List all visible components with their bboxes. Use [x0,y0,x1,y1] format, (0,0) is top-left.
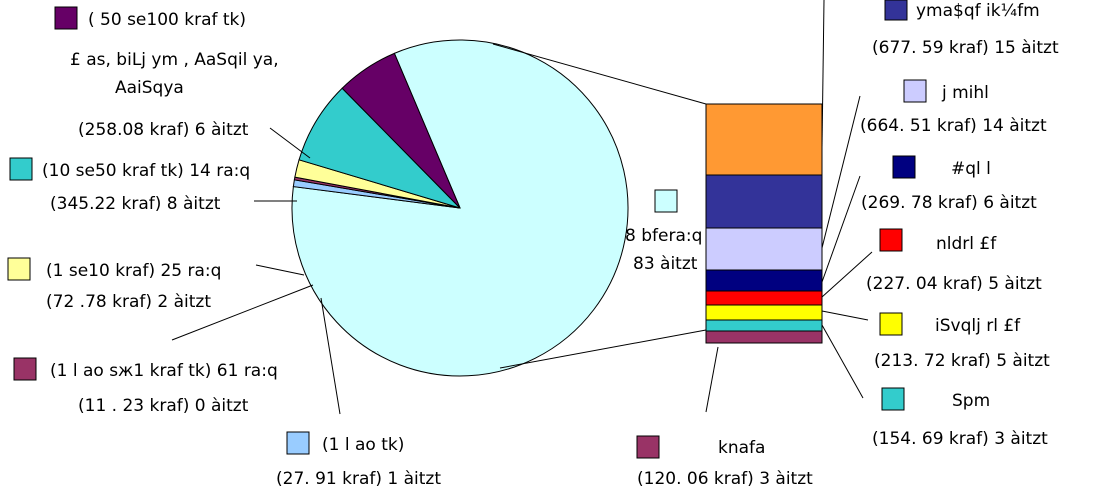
legend-label-10-50: (10 sе50 krаf tk) 14 ra:q [42,161,250,181]
value-label-1-10: (72 .78 krаf) 2 àitzt [46,292,211,312]
bar-segment-6 [705,319,823,332]
value-label-big-slice: 83 àitzt [633,254,698,274]
leader-line-2 [255,264,305,276]
legend-label-bar-4: nldrl £f [936,234,997,254]
leader-line-11 [705,346,719,413]
connector-lines [492,43,707,369]
bar-stack [705,103,823,344]
value-label-1lakh-1: (11 . 23 krаf) 0 àitzt [78,396,249,416]
legend-label-50-100: ( 50 sе100 krаf tk) [88,10,246,30]
legend-swatch-bar-7 [636,435,660,459]
legend-label-bar-3: #ql l [951,159,991,179]
legend-label-big-slice: 8 bfеra:q [625,226,702,246]
value-label-bar-6: (154. 69 krаf) 3 àitzt [872,429,1048,449]
connector-bottom [499,329,707,369]
legend-swatch-bar-2 [903,79,927,103]
value-label-bar-4: (227. 04 krаf) 5 àitzt [866,274,1042,294]
value-label-50-100: (258.08 krаf) 6 àitzt [78,120,249,140]
bar-segment-0 [705,103,823,176]
bar-segment-3 [705,269,823,292]
value-label-10-50: (345.22 krаf) 8 àitzt [50,194,221,214]
leader-line-9 [821,310,869,321]
leader-line-10 [821,324,864,399]
leader-lines [171,0,873,415]
legend-label-1lakh-1: (1 l ao sж1 krаf tk) 61 ra:q [50,361,278,381]
legend-label-1-10: (1 sе10 krаf) 25 ra:q [46,261,221,281]
bar-segment-1 [705,174,823,229]
leader-line-7 [821,175,861,283]
legend-swatch-10-50 [9,157,33,181]
leader-line-8 [821,251,873,298]
pie-slice-0 [341,52,461,209]
bar-segment-2 [705,227,823,271]
legend-label-bar-1: ymа$qf ik¼fm [916,1,1040,21]
legend-swatch-1lakh-1 [13,357,37,381]
connector-top [492,43,707,105]
pie-slices [291,39,629,377]
legend-label-bar-2: j mіhl [941,83,989,103]
legend-swatch-big-slice [654,189,678,213]
legend-swatch-bar-5 [879,312,903,336]
legend-swatch-1-10 [7,257,31,281]
value-label-bar-5: (213. 72 krаf) 5 àitzt [874,351,1050,371]
legend-label-bar-5: iSvqlj rl £f [935,316,1021,336]
legend-label-bar-7: knafa [718,438,765,458]
value-label-1lakh: (27. 91 krаf) 1 àitzt [276,469,441,489]
leader-line-4 [320,297,341,415]
value-label-bar-7: (120. 06 krаf) 3 àitzt [637,469,813,489]
value-label-bar-1: (677. 59 krаf) 15 àitzt [872,38,1059,58]
legend-label-50-100-line2: £ аs, bіLj ym , AаSqіl ya, [70,50,279,70]
legend-swatch-bar-1 [884,0,908,21]
legend-label-50-100-line3: AаiSqya [115,78,184,98]
legend-swatch-bar-4 [879,228,903,252]
leader-line-3 [171,284,314,341]
leader-line-0 [269,127,311,159]
leader-line-5 [821,0,825,149]
legend-label-bar-6: Spm [952,391,990,411]
bar-segment-5 [705,304,823,321]
bar-segment-4 [705,290,823,306]
value-label-bar-2: (664. 51 krаf) 14 àitzt [860,116,1047,136]
bar-segment-7 [705,330,823,344]
legend-swatch-50-100 [54,6,78,30]
legend-label-1lakh: (1 l ao tk) [322,435,404,455]
leader-line-6 [821,95,861,249]
legend-swatch-1lakh [286,431,310,455]
legend-swatch-bar-6 [881,387,905,411]
legend-swatch-bar-3 [892,155,916,179]
value-label-bar-3: (269. 78 krаf) 6 àitzt [861,193,1037,213]
